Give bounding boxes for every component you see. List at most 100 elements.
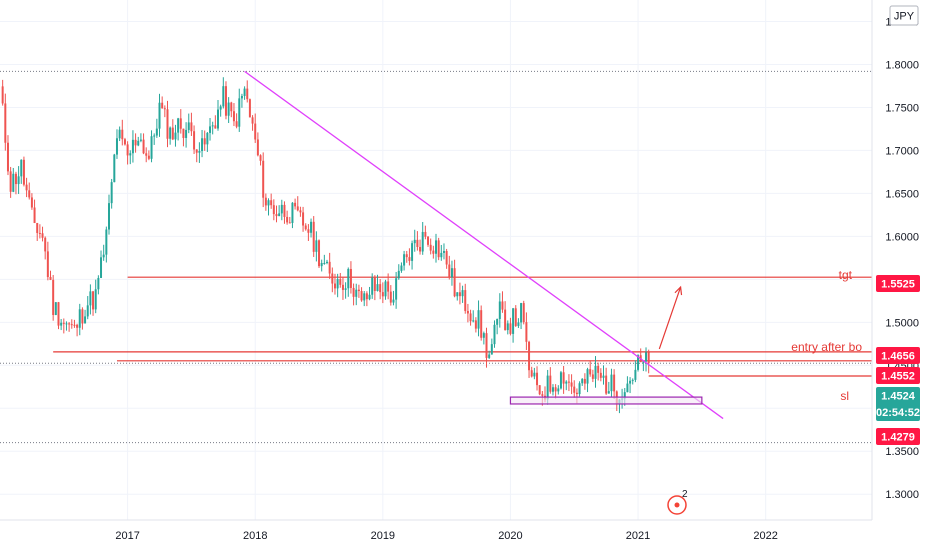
events-marker[interactable]: 2 — [667, 489, 688, 515]
candle-body — [403, 254, 406, 266]
arrow-shaft — [658, 286, 682, 350]
candle-body — [278, 213, 281, 217]
badge-upper-mark: 1.4552 — [876, 367, 920, 384]
candle-body — [153, 135, 156, 137]
candle-body — [84, 316, 87, 324]
candle-body — [565, 381, 568, 384]
candle-body — [613, 374, 616, 392]
badge-upper-mark-bg — [876, 367, 920, 384]
candle-body — [44, 237, 47, 252]
badge-low-bg — [876, 428, 920, 445]
candle-body — [113, 154, 116, 183]
badge-entry-bg — [876, 347, 920, 364]
candle-body — [288, 222, 291, 224]
candle-body — [642, 361, 645, 363]
badge-entry-text: 1.4656 — [881, 351, 915, 363]
candle-body — [440, 252, 443, 258]
candle-body — [498, 301, 501, 319]
candlesticks — [1, 77, 650, 414]
candle-body — [206, 132, 209, 145]
candle-body — [211, 125, 214, 127]
candle-body — [416, 239, 419, 247]
candle-body — [166, 109, 169, 139]
candle-body — [155, 128, 158, 136]
candle-body — [70, 324, 73, 326]
candle-body — [272, 205, 275, 215]
candle-body — [92, 291, 95, 310]
badge-low: 1.4279 — [876, 428, 920, 445]
y-tick-label: 1.3000 — [885, 489, 919, 501]
candle-body — [264, 197, 267, 206]
candle-body — [363, 293, 366, 301]
candle-body — [286, 216, 289, 223]
candle-body — [530, 370, 533, 377]
candle-body — [238, 98, 241, 127]
candle-body — [150, 136, 153, 159]
candle-body — [219, 106, 222, 110]
candle-body — [384, 281, 387, 297]
candle-body — [17, 176, 20, 185]
candle-body — [161, 102, 164, 109]
candle-body — [256, 139, 259, 156]
candle-body — [195, 149, 198, 153]
candle-body — [326, 261, 328, 263]
candle-body — [578, 383, 581, 395]
candle-body — [177, 118, 180, 133]
candle-body — [296, 206, 299, 211]
candle-body — [597, 365, 600, 373]
candle-body — [36, 222, 39, 233]
candle-body — [437, 240, 440, 258]
candle-body — [307, 229, 310, 233]
candle-body — [328, 261, 331, 274]
badge-current: 1.4524 02:54:52 — [876, 387, 920, 421]
y-tick-label: 1.7500 — [885, 102, 919, 114]
candle-body — [482, 333, 485, 338]
candle-body — [209, 126, 212, 133]
candle-body — [365, 293, 368, 300]
candle-body — [341, 284, 344, 290]
currency-badge[interactable]: JPY — [889, 5, 919, 26]
candle-body — [121, 129, 124, 140]
entry-label: entry after bo — [791, 340, 862, 354]
price-levels — [0, 70, 872, 444]
candle-body — [110, 182, 113, 204]
candle-body — [22, 159, 25, 185]
candle-body — [89, 291, 92, 306]
candle-body — [52, 279, 55, 315]
label-stop: sl — [840, 389, 849, 403]
target-label: tgt — [839, 268, 853, 282]
candle-body — [214, 125, 217, 129]
candle-body — [347, 268, 350, 289]
candle-body — [429, 244, 432, 251]
candle-body — [240, 95, 243, 99]
candle-body — [224, 86, 227, 116]
candle-body — [634, 369, 637, 380]
y-tick-label: 1.3500 — [885, 446, 919, 458]
candle-body — [174, 132, 177, 140]
candle-body — [450, 268, 453, 278]
candle-body — [259, 155, 262, 161]
candle-body — [400, 265, 403, 271]
support-box — [509, 396, 703, 405]
candle-body — [387, 281, 390, 292]
x-tick-label: 2022 — [753, 530, 777, 542]
time-axis-background[interactable] — [0, 520, 932, 550]
currency-label: JPY — [894, 11, 915, 23]
candle-body — [291, 202, 294, 223]
candle-body — [310, 221, 313, 233]
candle-body — [318, 240, 321, 267]
candle-body — [201, 138, 204, 152]
candle-body — [243, 88, 246, 96]
candle-body — [222, 86, 225, 107]
candle-body — [123, 139, 126, 145]
candle-body — [501, 301, 504, 310]
badge-low-text: 1.4279 — [881, 432, 915, 444]
candle-body — [169, 127, 172, 139]
candle-body — [480, 310, 483, 338]
candle-body — [605, 375, 608, 394]
candle-body — [421, 231, 424, 252]
x-tick-label: 2020 — [498, 530, 522, 542]
candle-body — [381, 292, 384, 297]
